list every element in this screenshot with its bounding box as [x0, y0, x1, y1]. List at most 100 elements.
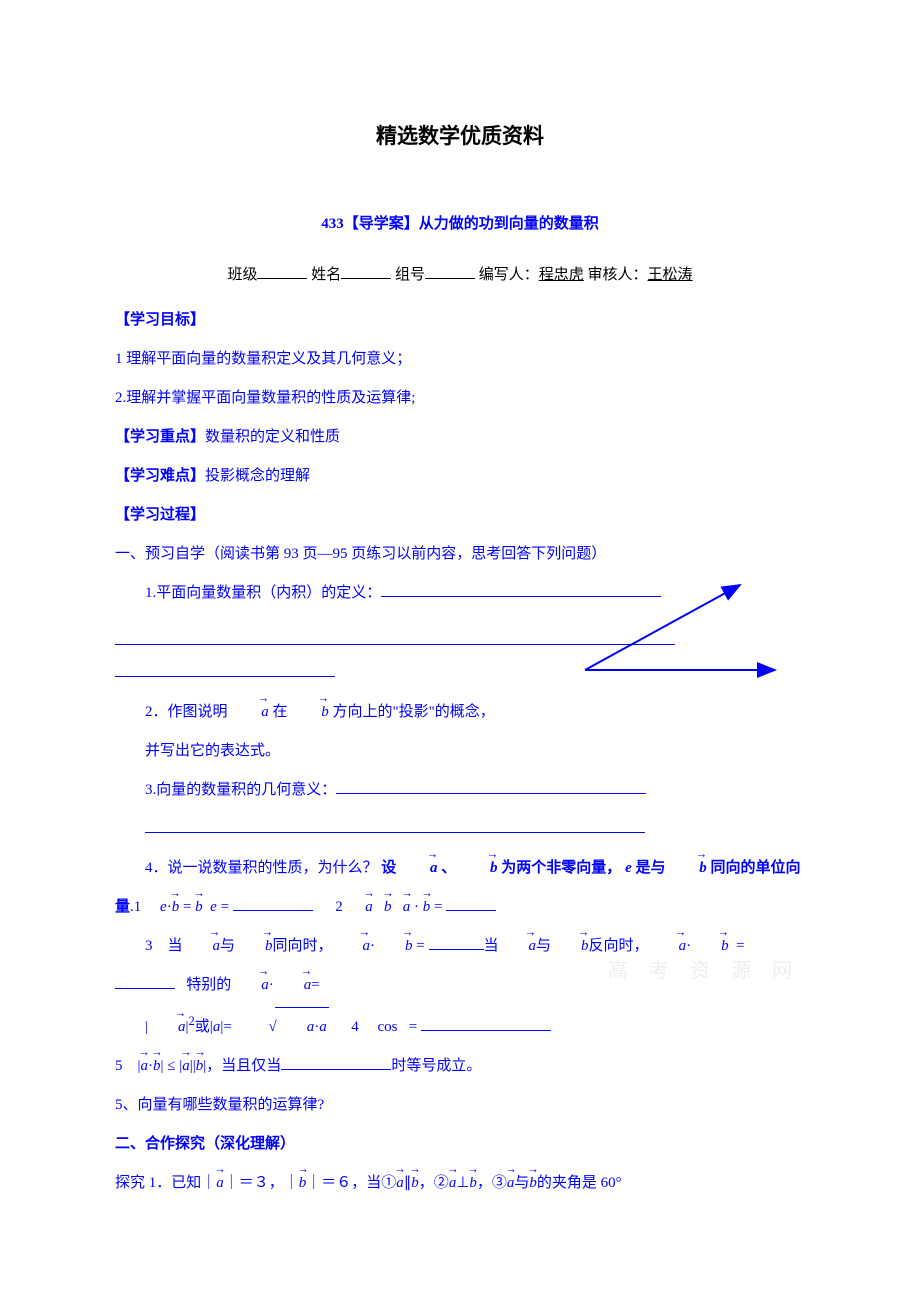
heading-focus-line: 【学习重点】数量积的定义和性质	[115, 418, 805, 457]
q2c: 方向上的"投影"的概念，	[333, 704, 495, 720]
q4d: 为两个非零向量，	[501, 860, 621, 876]
p1-blank	[233, 895, 313, 911]
vec-b-14: b	[299, 1164, 307, 1203]
vec-a-17: a	[507, 1164, 515, 1203]
p4c: cos	[378, 1019, 398, 1035]
vec-a-9: a	[231, 966, 269, 1005]
label-reviewer: 审核人：	[588, 267, 648, 283]
p3: 3	[145, 938, 153, 954]
page-container: 精选数学优质资料 433【导学案】从力做的功到向量的数量积 班级 姓名 组号 编…	[0, 0, 920, 1263]
q4b: 设	[381, 860, 396, 876]
heading-difficulty: 【学习难点】	[115, 468, 205, 484]
vec-a-15: a	[396, 1164, 404, 1203]
reviewer-name: 王松涛	[648, 267, 693, 283]
q2a: 2．作图说明	[145, 704, 228, 720]
p3d: 当	[484, 938, 499, 954]
label-writer: 编写人：	[479, 267, 539, 283]
vec-a-5: a	[183, 927, 221, 966]
p3b: 与	[220, 938, 235, 954]
q3-line2	[145, 817, 645, 833]
vec-a-1: a	[231, 693, 269, 732]
heading-process: 【学习过程】	[115, 496, 805, 535]
field-class	[257, 278, 307, 279]
q1-line2	[115, 661, 335, 677]
q4: 4．说一说数量积的性质，为什么？ 设 a 、 b 为两个非零向量， e 是与 b…	[115, 849, 805, 888]
prop-4: |a|2或|a|= a·a 4 cos =	[115, 1005, 805, 1047]
heading-difficulty-line: 【学习难点】投影概念的理解	[115, 457, 805, 496]
explore-1: 探究 1．已知｜a｜＝３，｜b｜＝６，当①a∥b，②a⊥b，③a与b的夹角是 6…	[115, 1164, 805, 1203]
vec-a-7: a	[499, 927, 537, 966]
vec-b-16: b	[469, 1164, 477, 1203]
e1a: 探究 1．已知｜	[115, 1175, 216, 1191]
vec-b-11: b	[691, 927, 729, 966]
e1b: ｜＝３，｜	[224, 1175, 299, 1191]
vec-a-16: a	[449, 1164, 457, 1203]
p3g: 特别的	[186, 977, 231, 993]
vec-b-15: b	[411, 1164, 419, 1203]
q4c: 、	[441, 860, 456, 876]
vec-a-6: a	[333, 927, 371, 966]
field-group	[425, 278, 475, 279]
e-dot: e	[160, 899, 167, 915]
p4a: 或	[195, 1019, 210, 1035]
vec-b-9: b	[375, 927, 413, 966]
vec-a-14: a	[216, 1164, 224, 1203]
main-title: 精选数学优质资料	[115, 110, 805, 165]
preview-title: 一、预习自学（阅读书第 93 页—95 页练习以前内容，思考回答下列问题）	[115, 535, 805, 574]
e1e: ，②	[419, 1175, 449, 1191]
q4f: 是与	[635, 860, 665, 876]
info-line: 班级 姓名 组号 编写人：程忠虎 审核人：王松涛	[115, 256, 805, 295]
p4b: 4	[351, 1019, 359, 1035]
e1c: ｜＝６，当①	[306, 1175, 396, 1191]
objective-1: 1 理解平面向量的数量积定义及其几何意义；	[115, 340, 805, 379]
p5a: ，当且仅当	[206, 1058, 281, 1074]
prop-5: 5 |a·b| ≤ |a||b|，当且仅当时等号成立。	[115, 1047, 805, 1086]
p5: 5	[115, 1058, 123, 1074]
a-mag: a	[213, 1019, 221, 1035]
prop-3: 3 当a与b同向时，a·b = 当a与b反向时，a·b = 特别的a·a=	[115, 927, 805, 1005]
p1a: .1	[130, 899, 141, 915]
objective-2: 2.理解并掌握平面向量数量积的性质及运算律;	[115, 379, 805, 418]
vec-b-10: b	[551, 927, 589, 966]
field-name	[341, 278, 391, 279]
label-group: 组号	[395, 267, 425, 283]
p3c: 同向时，	[273, 938, 333, 954]
vec-b-13: b	[196, 1047, 204, 1086]
vec-a-13: a	[182, 1047, 190, 1086]
q2: 2．作图说明 a 在 b 方向上的"投影"的概念，	[115, 693, 805, 732]
label-class: 班级	[227, 267, 257, 283]
sqrt-body: a·a	[275, 1007, 329, 1047]
vec-b-1: b	[291, 693, 329, 732]
vec-a-12: a	[141, 1047, 149, 1086]
p3a: 当	[168, 938, 183, 954]
e1i: 的夹角是 60°	[537, 1175, 622, 1191]
label-name: 姓名	[311, 267, 341, 283]
q4a: 4．说一说数量积的性质，为什么？	[145, 860, 378, 876]
p4-blank	[421, 1015, 551, 1031]
p3-blank1	[429, 934, 484, 950]
vec-b-17: b	[529, 1164, 537, 1203]
q2d: 并写出它的表达式。	[115, 732, 805, 771]
q4g: 同向的单位向	[711, 860, 801, 876]
lesson-title: 433【导学案】从力做的功到向量的数量积	[115, 205, 805, 244]
q4h: 量	[115, 899, 130, 915]
vec-b-3: b	[669, 849, 707, 888]
vec-b-12: b	[153, 1047, 161, 1086]
vec-a-10: a	[274, 966, 312, 1005]
focus-text: 数量积的定义和性质	[205, 429, 340, 445]
vec-b-7: b	[423, 888, 431, 927]
q3: 3.向量的数量积的几何意义：	[115, 771, 805, 810]
q3-label: 3.向量的数量积的几何意义：	[145, 782, 336, 798]
q4e: e	[625, 860, 632, 876]
p2: 2	[335, 899, 343, 915]
q2b: 在	[273, 704, 288, 720]
heading-objectives: 【学习目标】	[115, 301, 805, 340]
e2: e	[210, 899, 217, 915]
q1-label: 1.平面向量数量积（内积）的定义：	[145, 585, 381, 601]
vec-b-4: b	[172, 888, 180, 927]
difficulty-text: 投影概念的理解	[205, 468, 310, 484]
vector-diagram	[565, 575, 795, 685]
p3e: 与	[536, 938, 551, 954]
q3-blank	[336, 778, 646, 794]
p5b: 时等号成立。	[391, 1058, 481, 1074]
